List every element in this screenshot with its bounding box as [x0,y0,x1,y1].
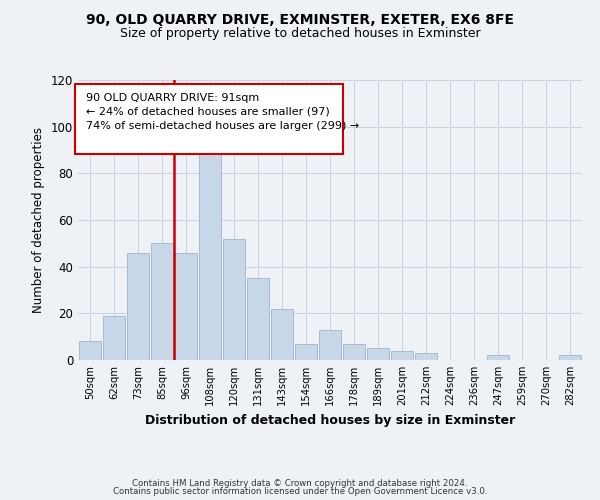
Bar [127,252,149,360]
Bar [247,278,269,360]
Text: Size of property relative to detached houses in Exminster: Size of property relative to detached ho… [119,28,481,40]
Text: Contains public sector information licensed under the Open Government Licence v3: Contains public sector information licen… [113,487,487,496]
Bar [343,344,365,360]
Bar [295,344,317,360]
Y-axis label: Number of detached properties: Number of detached properties [32,127,45,313]
Text: 90, OLD QUARRY DRIVE, EXMINSTER, EXETER, EX6 8FE: 90, OLD QUARRY DRIVE, EXMINSTER, EXETER,… [86,12,514,26]
Bar [199,148,221,360]
Bar [151,244,173,360]
Bar [415,353,437,360]
Bar [79,342,101,360]
Bar [271,308,293,360]
X-axis label: Distribution of detached houses by size in Exminster: Distribution of detached houses by size … [145,414,515,426]
Bar [367,348,389,360]
Bar [175,252,197,360]
Text: Contains HM Land Registry data © Crown copyright and database right 2024.: Contains HM Land Registry data © Crown c… [132,478,468,488]
Bar [559,356,581,360]
Bar [223,238,245,360]
Bar [103,316,125,360]
Bar [391,350,413,360]
Bar [487,356,509,360]
Bar [319,330,341,360]
FancyBboxPatch shape [76,84,343,154]
Text: 90 OLD QUARRY DRIVE: 91sqm
← 24% of detached houses are smaller (97)
74% of semi: 90 OLD QUARRY DRIVE: 91sqm ← 24% of deta… [86,92,359,132]
